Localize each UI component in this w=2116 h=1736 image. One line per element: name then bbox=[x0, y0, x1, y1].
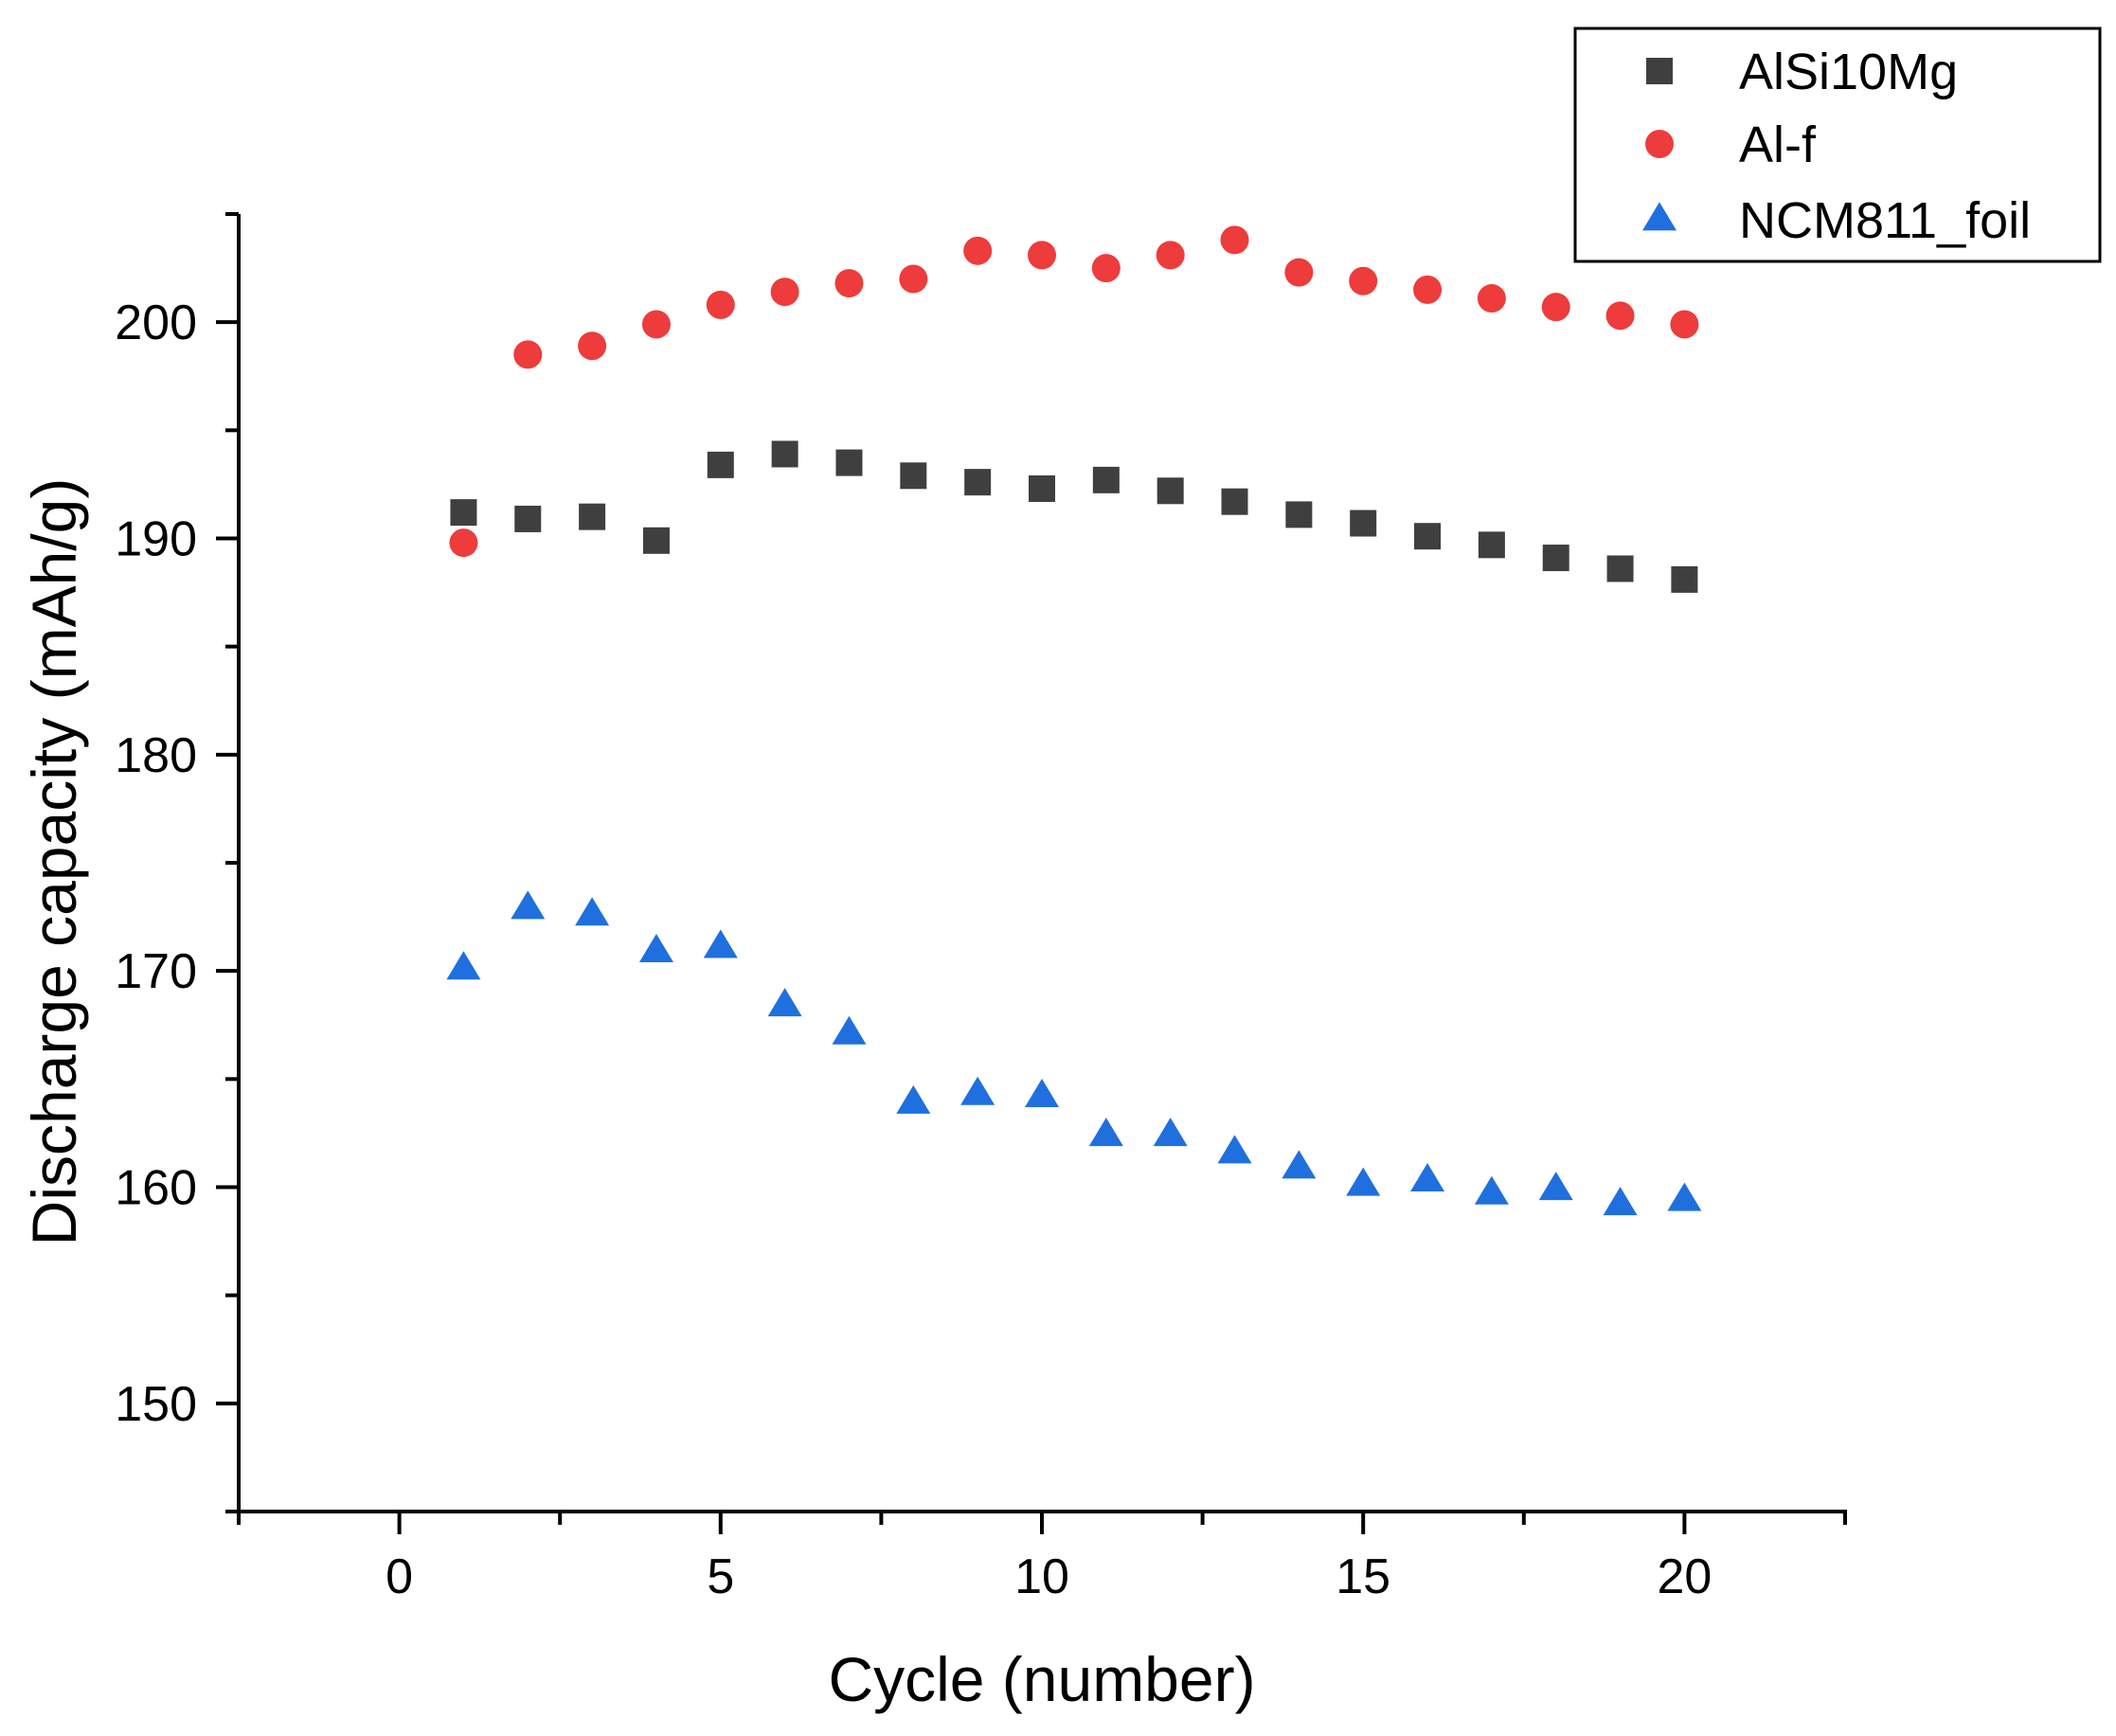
data-point bbox=[1538, 1172, 1573, 1201]
data-point bbox=[1410, 1163, 1445, 1192]
data-point bbox=[896, 1084, 931, 1114]
legend-label: Al-f bbox=[1739, 116, 1817, 173]
data-point bbox=[1029, 474, 1055, 502]
data-point bbox=[1474, 1175, 1509, 1205]
data-point bbox=[832, 1015, 867, 1045]
legend-items: AlSi10Mg Al-f NCM811_foil bbox=[1642, 44, 2031, 249]
x-tick-label: 10 bbox=[1014, 1549, 1069, 1604]
data-point bbox=[579, 503, 606, 530]
legend-label: AlSi10Mg bbox=[1739, 44, 1958, 100]
legend-marker bbox=[1645, 130, 1674, 158]
data-point bbox=[1156, 241, 1185, 270]
data-point bbox=[771, 440, 798, 468]
data-point bbox=[1025, 1079, 1059, 1107]
data-point bbox=[1478, 531, 1505, 559]
data-point bbox=[446, 951, 481, 980]
y-tick-label: 190 bbox=[115, 512, 197, 567]
data-point bbox=[1671, 565, 1698, 593]
data-point bbox=[1477, 284, 1506, 313]
data-point bbox=[511, 890, 546, 920]
x-ticks: 0 5 10 15 20 bbox=[237, 1512, 1847, 1604]
x-axis-title: Cycle (number) bbox=[828, 1644, 1255, 1714]
legend-item: AlSi10Mg bbox=[1646, 44, 1958, 100]
plot-area: 0 5 10 15 20 150 160 170 180 190 200 bbox=[115, 212, 1847, 1604]
y-tick-label: 150 bbox=[115, 1377, 197, 1432]
data-point bbox=[1153, 1118, 1188, 1147]
data-point bbox=[964, 469, 992, 496]
data-point bbox=[1028, 241, 1056, 270]
legend-item: Al-f bbox=[1645, 116, 1817, 173]
data-point bbox=[1157, 477, 1184, 505]
data-point bbox=[960, 1076, 995, 1105]
series-ncm811-foil bbox=[446, 890, 1702, 1216]
data-point bbox=[578, 331, 607, 361]
y-tick-label: 200 bbox=[115, 295, 197, 350]
data-point bbox=[963, 236, 993, 265]
data-point bbox=[1606, 555, 1634, 582]
data-point bbox=[767, 988, 802, 1017]
data-point bbox=[1670, 310, 1699, 339]
y-axis-title: Discharge capacity (mAh/g) bbox=[19, 478, 89, 1246]
data-point bbox=[1285, 501, 1313, 528]
data-point bbox=[1282, 1150, 1317, 1179]
data-point bbox=[1088, 1118, 1123, 1147]
data-point bbox=[1414, 523, 1442, 550]
data-point bbox=[514, 505, 542, 532]
data-markers bbox=[446, 225, 1702, 1216]
data-point bbox=[1541, 293, 1570, 322]
data-point bbox=[1092, 466, 1120, 493]
data-point bbox=[1091, 254, 1121, 283]
data-point bbox=[450, 499, 477, 527]
data-point bbox=[641, 310, 671, 339]
legend-item: NCM811_foil bbox=[1642, 192, 2031, 249]
y-ticks: 150 160 170 180 190 200 bbox=[115, 212, 239, 1513]
data-point bbox=[1346, 1167, 1381, 1196]
y-tick-label: 160 bbox=[115, 1161, 197, 1216]
data-point bbox=[642, 527, 670, 554]
data-point bbox=[1220, 225, 1249, 255]
data-point bbox=[1667, 1182, 1702, 1211]
data-point bbox=[638, 934, 673, 963]
data-point bbox=[449, 528, 478, 558]
data-point bbox=[1349, 266, 1378, 295]
data-point bbox=[1542, 545, 1569, 572]
data-point bbox=[703, 929, 738, 958]
data-point bbox=[513, 340, 543, 369]
data-point bbox=[899, 264, 928, 294]
data-point bbox=[1413, 275, 1443, 304]
x-tick-label: 5 bbox=[707, 1549, 734, 1604]
series-alsi10mg bbox=[450, 440, 1698, 593]
data-point bbox=[1605, 301, 1635, 331]
data-point bbox=[834, 269, 864, 298]
data-point bbox=[835, 449, 863, 476]
x-tick-label: 15 bbox=[1336, 1549, 1390, 1604]
data-point bbox=[706, 290, 735, 319]
legend-marker bbox=[1646, 58, 1673, 84]
series-al-f bbox=[449, 225, 1699, 558]
legend: AlSi10Mg Al-f NCM811_foil bbox=[1573, 27, 2102, 263]
x-tick-label: 20 bbox=[1657, 1549, 1712, 1604]
data-point bbox=[770, 277, 799, 307]
legend-marker bbox=[1642, 202, 1677, 231]
legend-label: NCM811_foil bbox=[1739, 192, 2031, 249]
data-point bbox=[900, 462, 927, 490]
data-point bbox=[1284, 258, 1314, 287]
data-point bbox=[575, 897, 610, 926]
y-tick-label: 180 bbox=[115, 728, 197, 783]
data-point bbox=[1217, 1135, 1252, 1164]
x-tick-label: 0 bbox=[386, 1549, 413, 1604]
data-point bbox=[1350, 510, 1377, 537]
data-point bbox=[1221, 488, 1248, 515]
data-point bbox=[1603, 1187, 1638, 1216]
y-tick-label: 170 bbox=[115, 944, 197, 999]
data-point bbox=[707, 451, 734, 478]
